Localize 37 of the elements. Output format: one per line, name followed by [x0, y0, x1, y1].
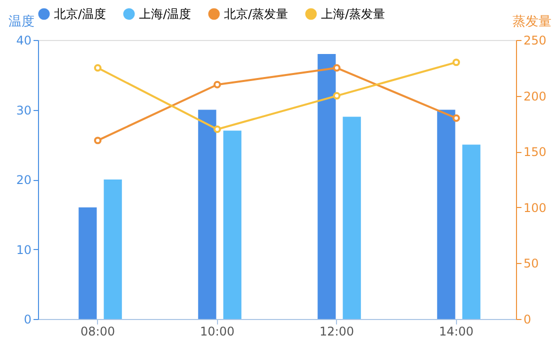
legend-label: 上海/温度 [139, 7, 192, 21]
x-tick-label: 14:00 [438, 324, 474, 338]
y-tick-label: 10 [16, 242, 32, 257]
y2-tick-label: 250 [524, 34, 546, 48]
bar [318, 54, 336, 319]
y-tick-label: 0 [24, 312, 32, 326]
y2-tick-label: 100 [524, 200, 546, 215]
point [333, 92, 340, 100]
y2-axis-title: 蒸发量 [512, 14, 552, 30]
bar [342, 116, 361, 319]
point [452, 114, 460, 122]
point [214, 80, 221, 88]
y-tick-label: 20 [16, 173, 32, 187]
bar [462, 144, 480, 319]
y2-tick-label: 150 [524, 145, 546, 160]
legend-label: 北京/温度 [54, 7, 106, 21]
bar [437, 110, 456, 319]
legend-label: 北京/蒸发量 [224, 7, 288, 21]
bar [223, 130, 242, 319]
y-tick-label: 30 [16, 103, 32, 118]
point [94, 136, 102, 144]
legend-label: 上海/蒸发量 [321, 7, 386, 21]
x-tick-label: 08:00 [80, 324, 116, 338]
bar [198, 110, 216, 319]
point [94, 64, 102, 72]
point [333, 64, 340, 72]
point [452, 58, 460, 66]
point [214, 126, 221, 134]
x-tick-label: 12:00 [319, 324, 354, 338]
y-axis-title: 温度 [8, 14, 34, 30]
x-tick-label: 10:00 [200, 324, 235, 338]
y2-tick-label: 200 [524, 89, 546, 104]
y-tick-label: 40 [16, 34, 32, 48]
bar [104, 180, 122, 319]
y2-tick-label: 50 [524, 256, 539, 271]
bar [78, 207, 97, 319]
y2-tick-label: 0 [524, 312, 532, 326]
